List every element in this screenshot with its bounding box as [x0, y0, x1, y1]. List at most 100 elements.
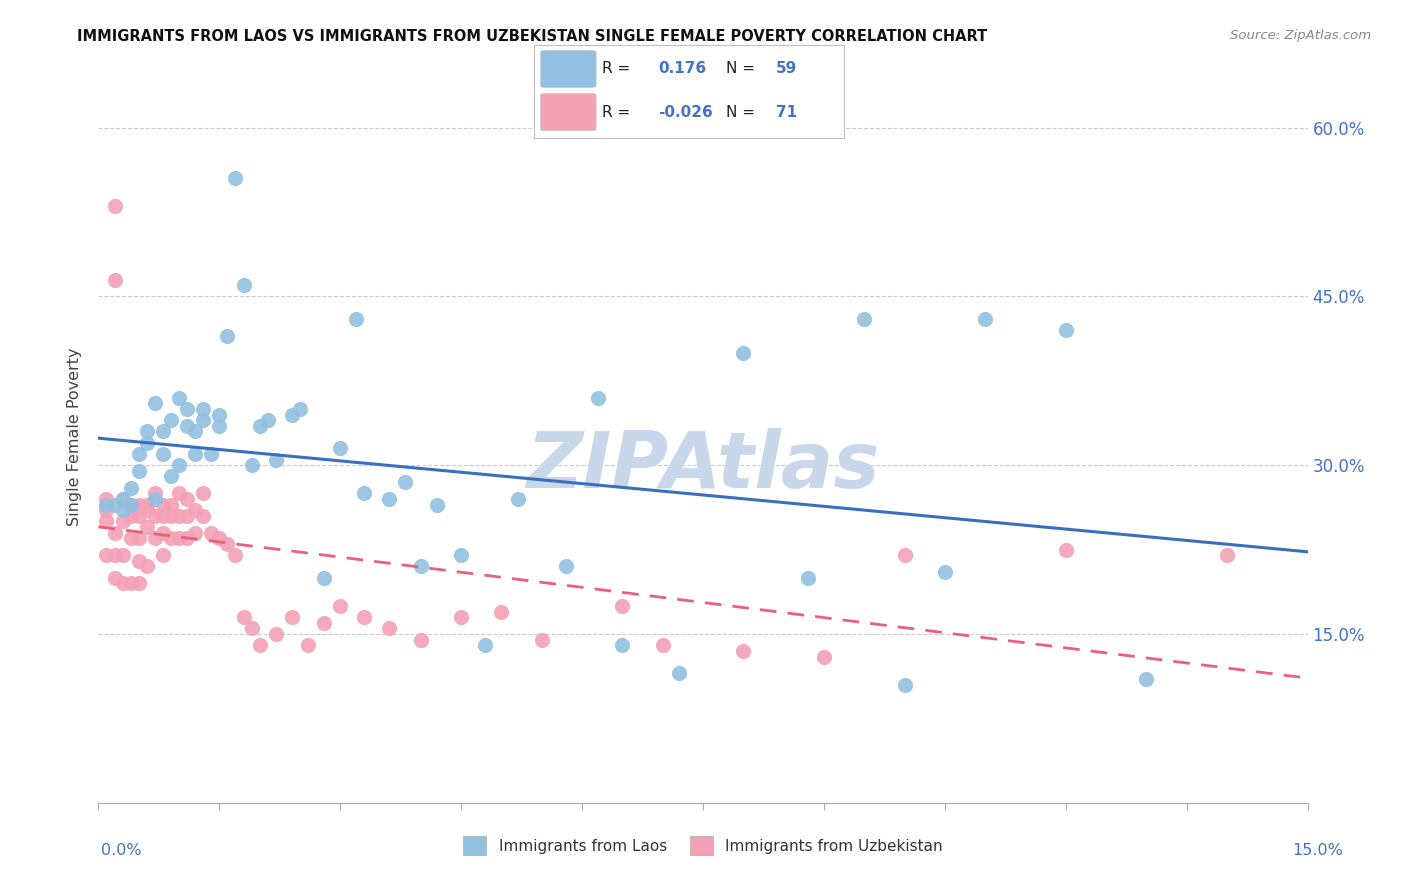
Point	[152, 525, 174, 540]
Legend: Immigrants from Laos, Immigrants from Uzbekistan: Immigrants from Laos, Immigrants from Uz…	[457, 830, 949, 861]
Point	[450, 610, 472, 624]
Point	[128, 498, 150, 512]
FancyBboxPatch shape	[540, 50, 596, 87]
Point	[96, 498, 118, 512]
Point	[797, 571, 820, 585]
Point	[974, 312, 997, 326]
Point	[135, 559, 157, 574]
Point	[167, 486, 190, 500]
Point	[167, 458, 190, 473]
Point	[160, 469, 183, 483]
Point	[200, 525, 222, 540]
Point	[103, 498, 125, 512]
Point	[353, 610, 375, 624]
Point	[377, 491, 399, 506]
Point	[377, 621, 399, 635]
Point	[394, 475, 416, 489]
Point	[96, 548, 118, 562]
Point	[128, 532, 150, 546]
Point	[152, 447, 174, 461]
Point	[314, 571, 336, 585]
Point	[111, 491, 134, 506]
Point	[506, 491, 529, 506]
Point	[96, 503, 118, 517]
Point	[96, 491, 118, 506]
Point	[240, 621, 263, 635]
Point	[128, 508, 150, 523]
Point	[934, 565, 956, 579]
Text: 15.0%: 15.0%	[1292, 844, 1343, 858]
Point	[329, 442, 352, 456]
Text: 59: 59	[776, 62, 797, 77]
Point	[281, 610, 304, 624]
Point	[184, 447, 207, 461]
Point	[103, 571, 125, 585]
Point	[224, 548, 246, 562]
Point	[167, 508, 190, 523]
Point	[103, 272, 125, 286]
Point	[103, 525, 125, 540]
Point	[474, 638, 496, 652]
Text: N =: N =	[725, 104, 755, 120]
Text: -0.026: -0.026	[658, 104, 713, 120]
Point	[893, 678, 915, 692]
Point	[160, 413, 183, 427]
Point	[128, 447, 150, 461]
Point	[167, 391, 190, 405]
Text: N =: N =	[725, 62, 755, 77]
Point	[668, 666, 690, 681]
Point	[256, 413, 278, 427]
Point	[249, 638, 271, 652]
Text: 0.176: 0.176	[658, 62, 706, 77]
Point	[217, 328, 239, 343]
Point	[264, 452, 287, 467]
Point	[208, 532, 231, 546]
Text: R =: R =	[602, 104, 630, 120]
Point	[232, 278, 254, 293]
Point	[120, 481, 142, 495]
Point	[152, 508, 174, 523]
Point	[530, 632, 553, 647]
Point	[193, 508, 215, 523]
Point	[152, 425, 174, 439]
Point	[224, 171, 246, 186]
Point	[612, 638, 634, 652]
Point	[813, 649, 835, 664]
Point	[193, 486, 215, 500]
Point	[135, 425, 157, 439]
Point	[176, 508, 198, 523]
Point	[733, 644, 755, 658]
Point	[314, 615, 336, 630]
Point	[167, 532, 190, 546]
Point	[176, 418, 198, 433]
Point	[160, 498, 183, 512]
Point	[111, 576, 134, 591]
Y-axis label: Single Female Poverty: Single Female Poverty	[67, 348, 83, 526]
Point	[111, 515, 134, 529]
Text: 0.0%: 0.0%	[101, 844, 142, 858]
Point	[288, 401, 311, 416]
Point	[143, 532, 166, 546]
Point	[128, 554, 150, 568]
Point	[160, 508, 183, 523]
Point	[193, 401, 215, 416]
Point	[651, 638, 673, 652]
Point	[193, 413, 215, 427]
Point	[893, 548, 915, 562]
Point	[217, 537, 239, 551]
Text: Source: ZipAtlas.com: Source: ZipAtlas.com	[1230, 29, 1371, 42]
Point	[152, 548, 174, 562]
Point	[232, 610, 254, 624]
Point	[281, 408, 304, 422]
Point	[120, 498, 142, 512]
Text: R =: R =	[602, 62, 630, 77]
Point	[586, 391, 609, 405]
Point	[612, 599, 634, 613]
Point	[409, 559, 432, 574]
Text: IMMIGRANTS FROM LAOS VS IMMIGRANTS FROM UZBEKISTAN SINGLE FEMALE POVERTY CORRELA: IMMIGRANTS FROM LAOS VS IMMIGRANTS FROM …	[77, 29, 987, 44]
FancyBboxPatch shape	[540, 94, 596, 131]
Point	[344, 312, 367, 326]
Point	[409, 632, 432, 647]
Text: ZIPAtlas: ZIPAtlas	[526, 428, 880, 504]
Point	[733, 345, 755, 359]
